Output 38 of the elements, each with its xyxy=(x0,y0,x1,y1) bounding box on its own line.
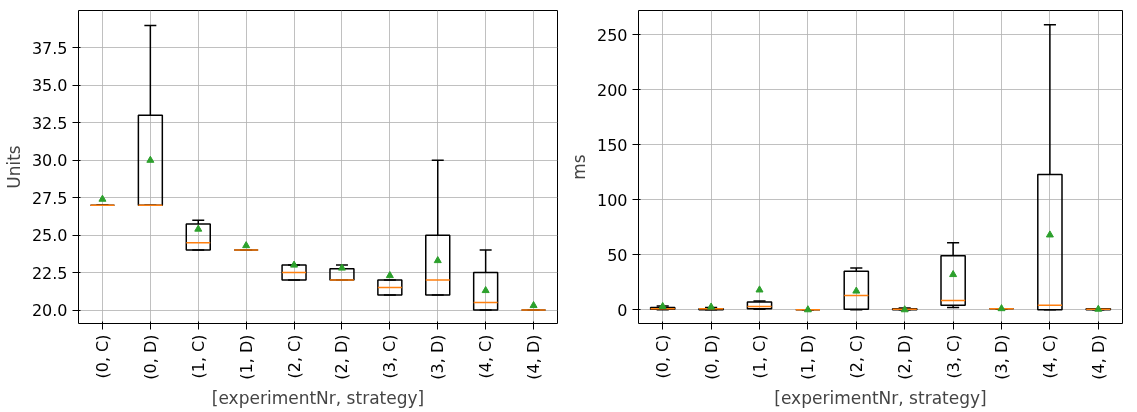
y-axis-title: ms xyxy=(568,154,589,180)
x-tick-label: (4, D) xyxy=(524,334,544,380)
y-tick-label: 50 xyxy=(607,245,628,265)
x-tick-label: (2, C) xyxy=(284,334,304,379)
x-tick-label: (3, C) xyxy=(380,334,400,379)
y-tick-label: 22.5 xyxy=(31,263,68,283)
x-tick-label: (1, C) xyxy=(188,334,208,379)
x-tick-label: (0, D) xyxy=(701,334,721,380)
y-tick-label: 0 xyxy=(617,300,628,320)
y-tick-label: 37.5 xyxy=(31,38,68,58)
x-tick-label: (3, D) xyxy=(992,334,1011,380)
y-axis-title: Units xyxy=(3,145,24,189)
y-tick-label: 100 xyxy=(596,190,628,210)
x-tick-label: (1, C) xyxy=(750,334,769,379)
x-tick-label: (3, C) xyxy=(943,334,963,379)
y-tick-label: 30.0 xyxy=(31,151,68,171)
x-tick-label: (4, C) xyxy=(1040,334,1060,379)
y-tick-label: 250 xyxy=(596,25,628,45)
x-tick-label: (3, D) xyxy=(428,334,448,380)
y-tick-label: 27.5 xyxy=(31,188,68,208)
x-tick-label: (0, C) xyxy=(653,334,673,379)
x-tick-label: (2, C) xyxy=(846,334,866,379)
y-tick-label: 35.0 xyxy=(31,76,68,96)
x-axis-title: [experimentNr, strategy] xyxy=(211,387,425,408)
y-tick-label: 25.0 xyxy=(31,226,68,246)
x-axis-title: [experimentNr, strategy] xyxy=(774,387,987,408)
x-tick-label: (4, C) xyxy=(476,334,496,379)
y-tick-label: 20.0 xyxy=(31,301,68,321)
x-tick-label: (4, D) xyxy=(1088,334,1108,380)
y-tick-label: 32.5 xyxy=(31,113,68,133)
x-tick-label: (2, D) xyxy=(332,334,352,380)
x-tick-label: (2, D) xyxy=(895,334,915,380)
y-tick-label: 200 xyxy=(596,80,628,100)
x-tick-label: (0, D) xyxy=(140,334,160,380)
x-tick-label: (1, D) xyxy=(798,334,818,380)
y-tick-label: 150 xyxy=(596,135,628,155)
x-tick-label: (1, D) xyxy=(236,334,256,380)
x-tick-label: (0, C) xyxy=(92,334,112,379)
